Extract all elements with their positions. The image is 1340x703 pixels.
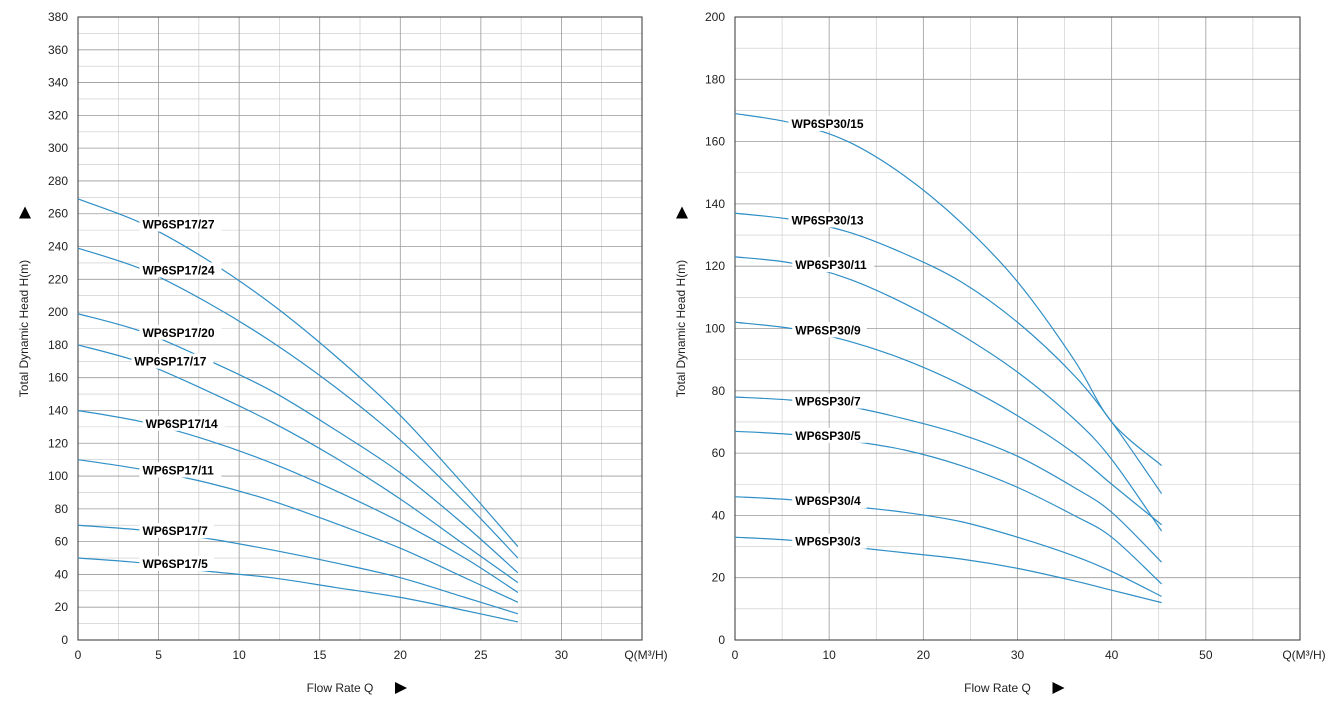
left-curve-label-bg <box>139 262 222 278</box>
right-x-tick-label: 20 <box>917 648 931 662</box>
right-curve-label: WP6SP30/11 <box>795 258 867 272</box>
right-y-tick-label: 60 <box>712 446 726 460</box>
left-y-tick-label: 280 <box>48 174 68 188</box>
left-curve-label: WP6SP17/27 <box>142 218 214 232</box>
left-curve-label: WP6SP17/24 <box>142 263 214 277</box>
right-curve-label-bg <box>792 393 867 409</box>
right-curve-label: WP6SP30/7 <box>795 395 861 409</box>
left-y-tick-label: 380 <box>48 10 68 24</box>
right-x-tick-label: 30 <box>1011 648 1025 662</box>
right-y-tick-label: 160 <box>705 135 725 149</box>
left-x-tick-label: 5 <box>155 648 162 662</box>
left-x-tick-label: 30 <box>555 648 569 662</box>
right-y-axis-title: Total Dynamic Head H(m) <box>674 260 688 397</box>
left-y-tick-label: 300 <box>48 141 68 155</box>
left-y-axis-title: Total Dynamic Head H(m) <box>17 260 31 397</box>
right-curve-label-bg <box>788 212 871 228</box>
right-y-tick-label: 40 <box>712 508 726 522</box>
left-y-tick-label: 200 <box>48 305 68 319</box>
right-curve-wp6sp30-15 <box>734 112 1162 467</box>
left-curve-label: WP6SP17/14 <box>146 417 218 431</box>
right-curve-wp6sp30-13 <box>734 212 1163 494</box>
right-curve-label: WP6SP30/4 <box>795 494 861 508</box>
left-curve-label-bg <box>139 555 214 571</box>
left-curve-wp6sp17-24 <box>77 247 519 559</box>
right-y-tick-label: 0 <box>718 633 725 647</box>
right-curve-label: WP6SP30/5 <box>795 429 861 443</box>
left-x-tick-label: 0 <box>75 648 82 662</box>
right-y-axis-arrow-icon <box>676 206 688 219</box>
left-y-tick-label: 320 <box>48 108 68 122</box>
right-x-tick-label: 0 <box>732 648 739 662</box>
left-y-tick-label: 140 <box>48 403 68 417</box>
right-curve-label: WP6SP30/13 <box>792 213 864 227</box>
left-y-tick-label: 100 <box>48 469 68 483</box>
left-x-tick-label: 25 <box>474 648 488 662</box>
left-y-tick-label: 220 <box>48 272 68 286</box>
right-x-axis-title: Flow Rate Q <box>964 681 1031 695</box>
left-curve-label-bg <box>139 324 222 340</box>
left-y-tick-label: 40 <box>55 567 69 581</box>
right-x-tick-label: 10 <box>822 648 836 662</box>
right-x-axis-arrow-icon <box>1052 682 1065 694</box>
left-y-tick-label: 240 <box>48 240 68 254</box>
right-curve-label-bg <box>792 322 867 338</box>
left-y-tick-label: 260 <box>48 207 68 221</box>
left-x-axis-title: Flow Rate Q <box>307 681 374 695</box>
right-curve-label-bg <box>792 427 867 443</box>
left-y-tick-label: 160 <box>48 371 68 385</box>
right-y-tick-label: 200 <box>705 10 725 24</box>
left-curve-label: WP6SP17/17 <box>134 355 206 369</box>
right-curve-label-bg <box>792 493 867 509</box>
right-curve-label-bg <box>788 115 871 131</box>
left-y-tick-label: 360 <box>48 43 68 57</box>
right-curve-label: WP6SP30/9 <box>795 323 861 337</box>
right-curve-label-bg <box>792 533 867 549</box>
left-y-tick-label: 80 <box>55 502 69 516</box>
left-y-tick-label: 340 <box>48 76 68 90</box>
left-curve-label: WP6SP17/20 <box>142 326 214 340</box>
right-curve-label: WP6SP30/15 <box>792 117 864 131</box>
right-plot-frame <box>734 16 1301 641</box>
right-curve-label-bg <box>792 257 875 273</box>
left-x-tick-label: 10 <box>232 648 246 662</box>
left-y-tick-label: 60 <box>55 535 69 549</box>
left-x-tick-label: 15 <box>313 648 327 662</box>
left-curve-wp6sp17-27 <box>77 198 519 547</box>
left-x-axis-arrow-icon <box>395 682 407 694</box>
left-y-tick-label: 20 <box>55 600 69 614</box>
right-y-tick-label: 100 <box>705 322 725 336</box>
left-curve-label: WP6SP17/11 <box>142 463 214 477</box>
left-curve-label-bg <box>139 462 222 478</box>
right-y-tick-label: 120 <box>705 259 725 273</box>
right-curve-label: WP6SP30/3 <box>795 535 861 549</box>
right-y-tick-label: 140 <box>705 197 725 211</box>
left-y-tick-label: 120 <box>48 436 68 450</box>
left-curve-label-bg <box>131 353 214 369</box>
right-y-tick-label: 80 <box>712 384 726 398</box>
left-curve-label-bg <box>142 415 225 431</box>
left-plot-frame <box>77 16 643 641</box>
right-y-tick-label: 180 <box>705 72 725 86</box>
right-x-tick-label: 50 <box>1199 648 1213 662</box>
left-y-tick-label: 180 <box>48 338 68 352</box>
left-y-axis-arrow-icon <box>19 206 31 219</box>
left-curve-label-bg <box>139 216 222 232</box>
right-x-tick-label: 40 <box>1105 648 1119 662</box>
right-y-tick-label: 20 <box>712 571 726 585</box>
left-curve-label: WP6SP17/7 <box>142 524 208 538</box>
left-curve-label-bg <box>139 523 214 539</box>
right-x-unit-label: Q(M³/H) <box>1282 648 1325 662</box>
left-curve-label: WP6SP17/5 <box>142 557 208 571</box>
left-y-tick-label: 0 <box>61 633 68 647</box>
left-x-tick-label: 20 <box>394 648 408 662</box>
left-x-unit-label: Q(M³/H) <box>624 648 667 662</box>
